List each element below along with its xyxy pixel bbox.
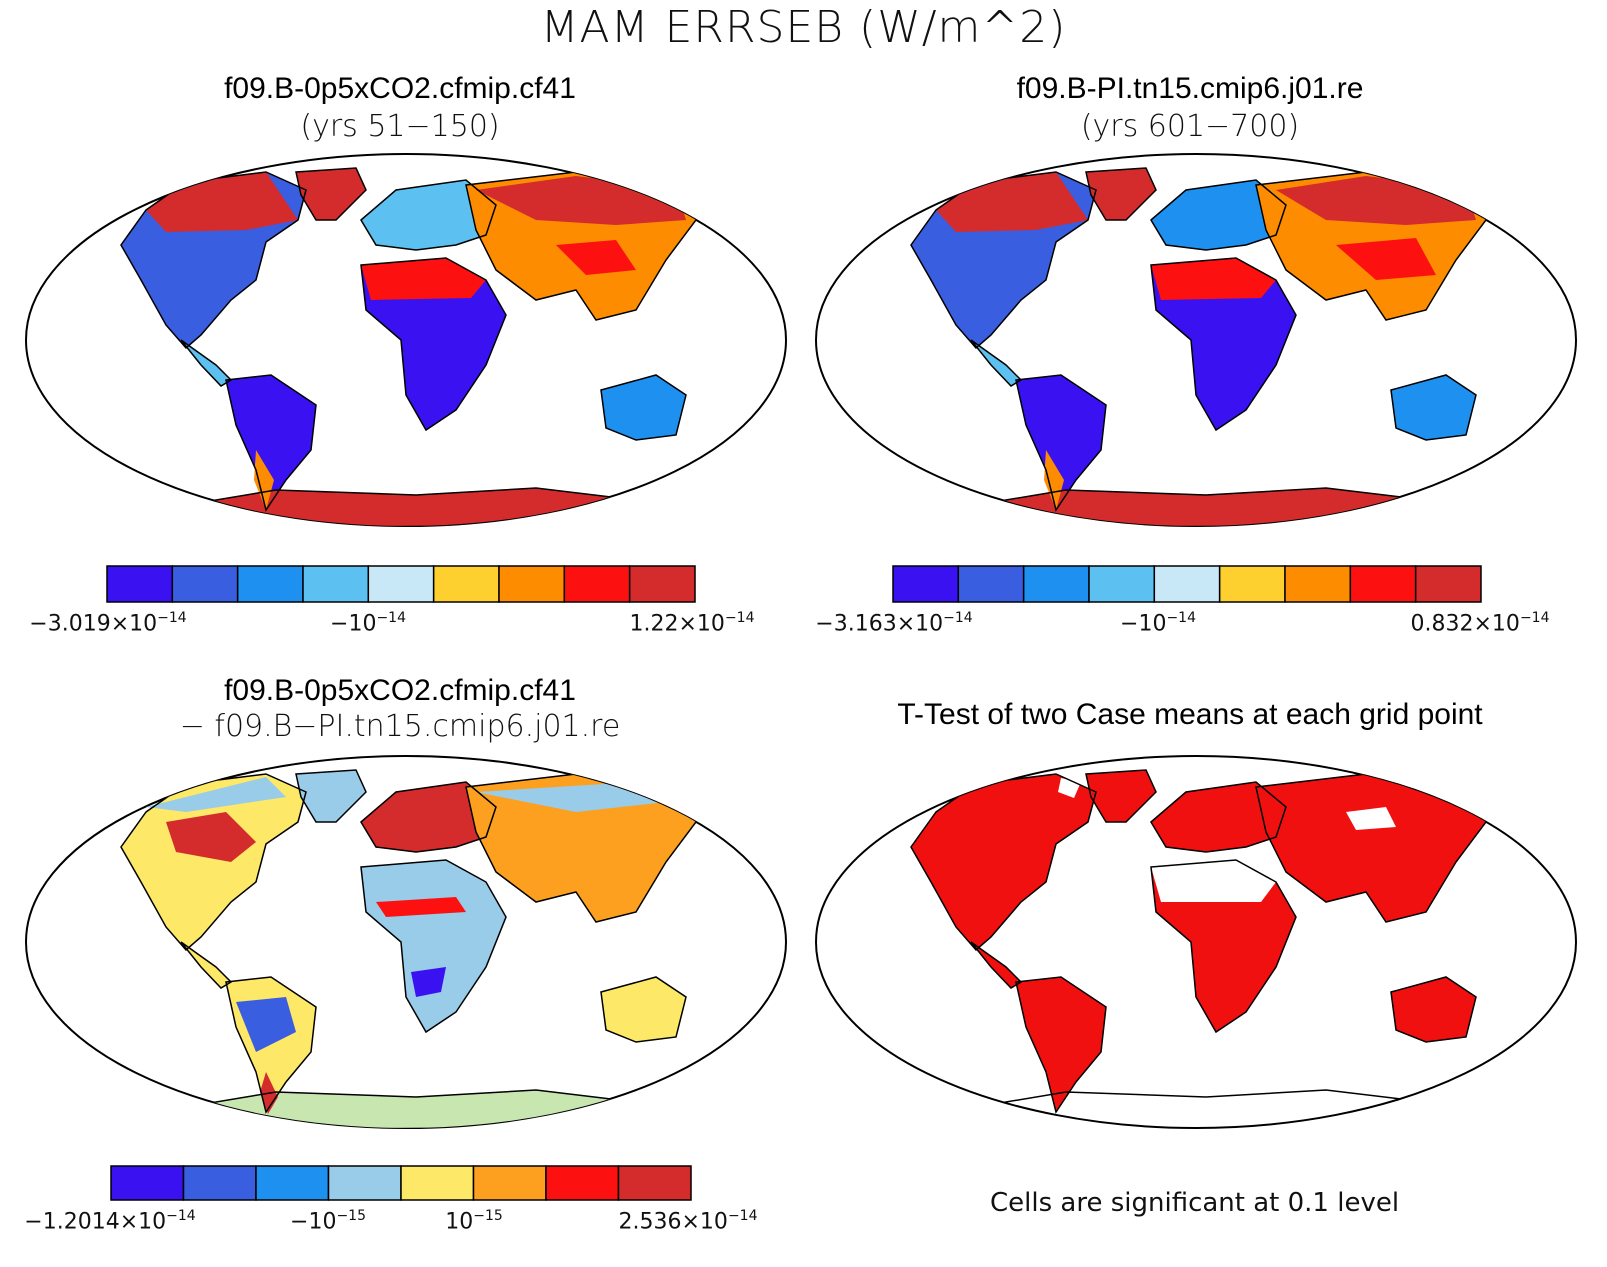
colorbar-swatch — [563, 565, 631, 603]
panel-case1-subtitle: (yrs 51−150) — [300, 109, 500, 144]
map-diff — [25, 755, 787, 1129]
colorbar-swatch — [182, 1165, 257, 1201]
figure-title: MAM ERRSEB (W/m^2) — [540, 2, 1067, 53]
colorbar-swatch — [617, 1165, 692, 1201]
colorbar-swatch — [892, 565, 960, 603]
panel-ttest-title: T-Test of two Case means at each grid po… — [897, 698, 1483, 731]
panel-diff-title: f09.B-0p5xCO2.cfmip.cf41 — [224, 674, 576, 707]
panel-diff-subtitle: − f09.B−PI.tn15.cmip6.j01.re — [179, 709, 621, 744]
panel-case2-title: f09.B-PI.tn15.cmip6.j01.re — [1016, 72, 1364, 105]
colorbar-swatch — [545, 1165, 620, 1201]
colorbar-case1 — [106, 565, 696, 608]
map-case2 — [815, 153, 1577, 527]
colorbar-swatch — [1153, 565, 1221, 603]
map-case1 — [25, 153, 787, 527]
colorbar-swatch — [472, 1165, 547, 1201]
colorbar-swatch — [957, 565, 1025, 603]
cb-case1-label-max: 1.22×10−14 — [629, 610, 755, 637]
colorbar-case2 — [892, 565, 1482, 608]
colorbar-swatch — [1284, 565, 1352, 603]
colorbar-swatch — [255, 1165, 330, 1201]
panel-case1-title: f09.B-0p5xCO2.cfmip.cf41 — [224, 72, 576, 105]
cb-case1-label-mid: −10−14 — [330, 610, 406, 637]
colorbar-swatch — [110, 1165, 185, 1201]
cb-case2-label-min: −3.163×10−14 — [815, 610, 973, 637]
colorbar-swatch — [1022, 565, 1090, 603]
colorbar-swatch — [302, 565, 370, 603]
colorbar-swatch — [1088, 565, 1156, 603]
cb-diff-label-min: −1.2014×10−14 — [24, 1208, 196, 1235]
cb-diff-label-pos: 10−15 — [445, 1208, 503, 1235]
ttest-footnote: Cells are significant at 0.1 level — [990, 1188, 1400, 1218]
colorbar-swatch — [498, 565, 566, 603]
cb-diff-label-neg: −10−15 — [290, 1208, 366, 1235]
colorbar-swatch — [171, 565, 239, 603]
cb-case1-label-min: −3.019×10−14 — [29, 610, 187, 637]
colorbar-swatch — [1349, 565, 1417, 603]
colorbar-diff — [110, 1165, 692, 1206]
panel-case2-subtitle: (yrs 601−700) — [1080, 109, 1300, 144]
colorbar-swatch — [367, 565, 435, 603]
colorbar-swatch — [400, 1165, 475, 1201]
cb-diff-label-max: 2.536×10−14 — [618, 1208, 758, 1235]
colorbar-swatch — [327, 1165, 402, 1201]
cb-case2-label-max: 0.832×10−14 — [1410, 610, 1550, 637]
colorbar-swatch — [432, 565, 500, 603]
colorbar-swatch — [1414, 565, 1482, 603]
cb-case2-label-mid: −10−14 — [1120, 610, 1196, 637]
colorbar-swatch — [106, 565, 174, 603]
map-ttest — [815, 755, 1577, 1129]
colorbar-swatch — [236, 565, 304, 603]
colorbar-swatch — [628, 565, 696, 603]
colorbar-swatch — [1218, 565, 1286, 603]
